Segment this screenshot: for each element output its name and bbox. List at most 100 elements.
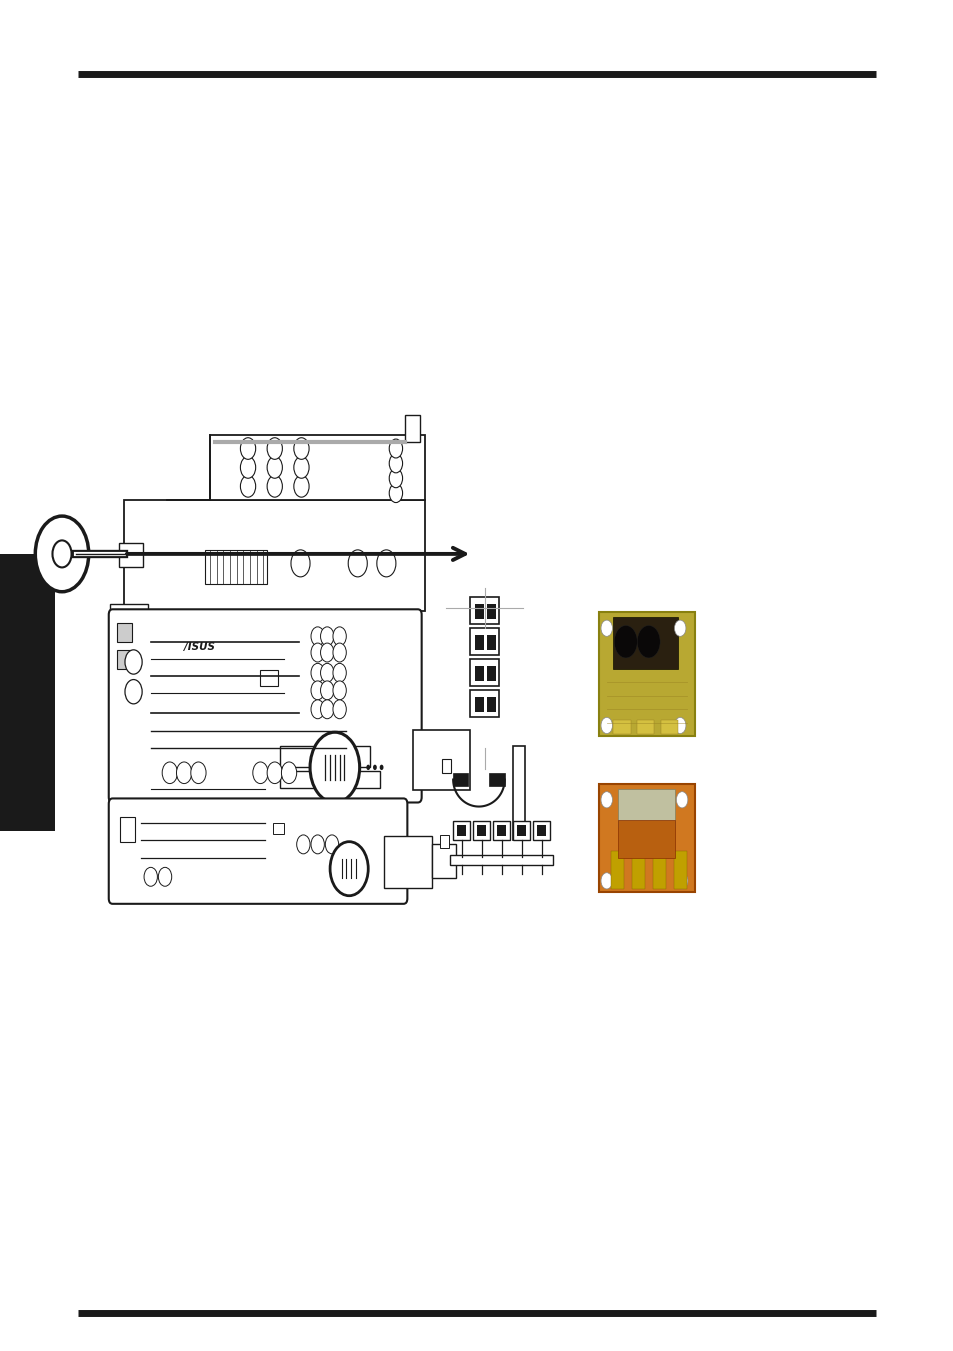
FancyBboxPatch shape	[109, 798, 407, 904]
Bar	[487, 604, 496, 619]
Bar	[432, 844, 456, 878]
Bar	[476, 825, 485, 836]
Circle shape	[310, 732, 359, 802]
Circle shape	[311, 643, 324, 662]
Circle shape	[389, 469, 402, 488]
Bar	[453, 821, 470, 840]
Bar	[618, 789, 675, 827]
Circle shape	[600, 792, 612, 808]
Circle shape	[676, 792, 687, 808]
Circle shape	[253, 762, 268, 784]
Circle shape	[281, 762, 296, 784]
Circle shape	[311, 700, 324, 719]
Bar	[475, 635, 483, 650]
Bar	[260, 670, 277, 686]
Circle shape	[158, 867, 172, 886]
Circle shape	[162, 762, 177, 784]
Circle shape	[333, 627, 346, 646]
Bar	[660, 720, 678, 734]
Circle shape	[125, 680, 142, 704]
Bar	[598, 784, 694, 892]
Circle shape	[294, 438, 309, 459]
Bar	[475, 697, 483, 712]
Bar	[631, 851, 644, 889]
Circle shape	[320, 627, 334, 646]
Circle shape	[366, 765, 370, 770]
Bar	[441, 759, 451, 773]
Circle shape	[267, 762, 282, 784]
Bar	[117, 650, 132, 669]
Bar	[613, 617, 678, 669]
Circle shape	[191, 762, 206, 784]
Circle shape	[52, 540, 71, 567]
Bar	[652, 851, 665, 889]
Circle shape	[600, 717, 612, 734]
Bar	[537, 825, 545, 836]
Bar	[487, 697, 496, 712]
Circle shape	[674, 620, 685, 636]
Bar	[210, 435, 424, 500]
Bar	[470, 628, 498, 655]
Circle shape	[296, 835, 310, 854]
Circle shape	[330, 842, 368, 896]
Circle shape	[389, 439, 402, 458]
Circle shape	[294, 457, 309, 478]
Circle shape	[379, 765, 383, 770]
Bar	[439, 835, 449, 848]
Bar	[637, 720, 654, 734]
Circle shape	[333, 700, 346, 719]
Bar	[489, 773, 504, 786]
Bar	[279, 771, 379, 788]
Bar	[513, 746, 524, 840]
Bar	[598, 612, 694, 736]
Circle shape	[35, 516, 89, 592]
Bar	[475, 666, 483, 681]
Bar	[513, 821, 530, 840]
Circle shape	[376, 550, 395, 577]
Circle shape	[320, 700, 334, 719]
Bar	[450, 855, 553, 865]
Circle shape	[240, 438, 255, 459]
Bar	[475, 604, 483, 619]
Circle shape	[373, 765, 376, 770]
Circle shape	[125, 650, 142, 674]
Bar	[117, 623, 132, 642]
Bar	[0, 554, 55, 831]
Bar	[384, 836, 432, 888]
Circle shape	[320, 681, 334, 700]
Circle shape	[600, 873, 612, 889]
Bar	[273, 823, 284, 834]
Circle shape	[333, 663, 346, 682]
Bar	[405, 415, 419, 442]
Circle shape	[311, 663, 324, 682]
Circle shape	[674, 717, 685, 734]
Circle shape	[267, 476, 282, 497]
Bar	[618, 820, 675, 858]
Bar	[279, 746, 370, 767]
Circle shape	[676, 873, 687, 889]
Circle shape	[291, 550, 310, 577]
Circle shape	[348, 550, 367, 577]
Circle shape	[267, 457, 282, 478]
Circle shape	[333, 681, 346, 700]
Circle shape	[389, 454, 402, 473]
Bar	[487, 635, 496, 650]
Circle shape	[311, 681, 324, 700]
Circle shape	[311, 627, 324, 646]
Circle shape	[637, 626, 659, 658]
Bar	[517, 825, 525, 836]
Circle shape	[320, 663, 334, 682]
Circle shape	[600, 620, 612, 636]
Bar	[413, 730, 470, 790]
Bar	[487, 666, 496, 681]
Bar	[119, 543, 143, 567]
Bar	[533, 821, 550, 840]
Bar	[453, 773, 468, 786]
Circle shape	[267, 438, 282, 459]
Bar	[456, 825, 465, 836]
Bar	[110, 604, 148, 631]
Bar	[470, 659, 498, 686]
Text: /ISUS: /ISUS	[184, 642, 214, 653]
Bar	[497, 825, 505, 836]
Circle shape	[294, 476, 309, 497]
